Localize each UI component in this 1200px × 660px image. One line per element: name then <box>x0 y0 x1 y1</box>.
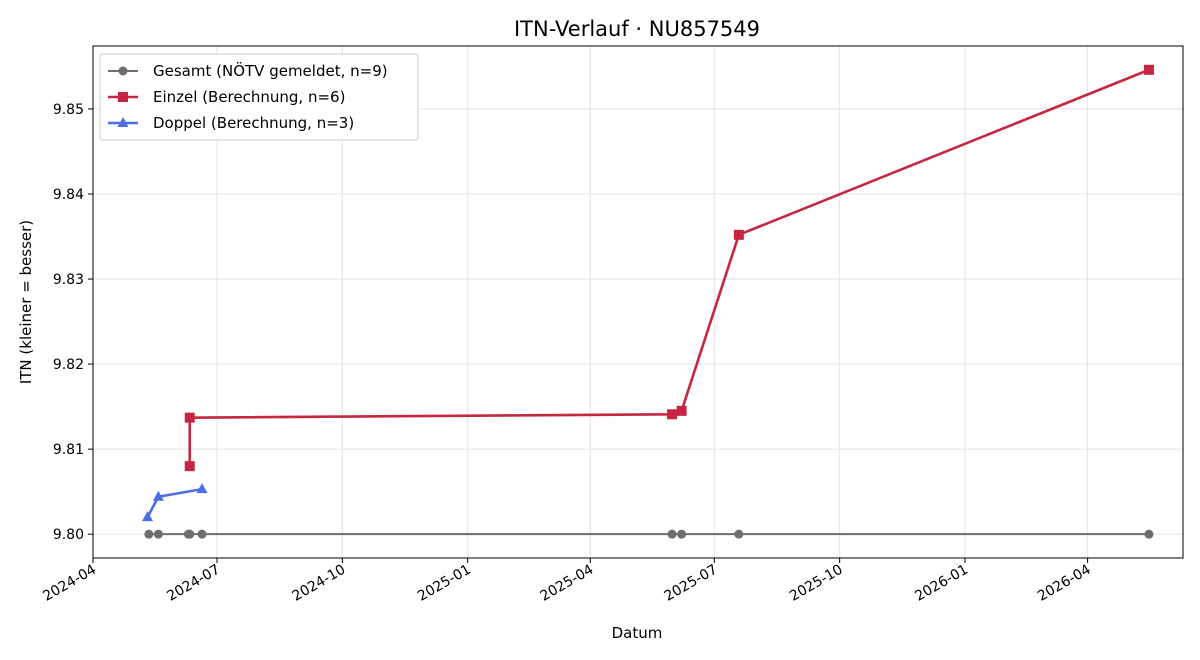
data-point <box>197 529 207 539</box>
legend-label: Gesamt (NÖTV gemeldet, n=9) <box>153 61 388 80</box>
data-point <box>1144 529 1154 539</box>
data-point <box>667 529 677 539</box>
y-tick-label: 9.81 <box>53 442 84 458</box>
series-triangle <box>142 483 208 522</box>
data-point <box>733 229 744 240</box>
legend-label: Doppel (Berechnung, n=3) <box>153 114 354 132</box>
legend: Gesamt (NÖTV gemeldet, n=9) Einzel (Berec… <box>99 53 419 141</box>
chart-title: ITN-Verlauf · NU857549 <box>514 17 760 41</box>
y-tick-label: 9.83 <box>53 272 84 288</box>
data-point <box>184 412 195 423</box>
data-point <box>144 529 154 539</box>
y-tick-label: 9.85 <box>53 102 84 118</box>
data-point <box>734 529 744 539</box>
data-point <box>185 529 195 539</box>
data-point <box>196 483 208 494</box>
data-point <box>153 529 163 539</box>
plot-frame <box>92 45 1184 559</box>
data-point <box>676 405 687 416</box>
y-tick-label: 9.84 <box>53 187 84 203</box>
series-circle <box>144 529 1154 539</box>
series-square <box>184 64 1154 472</box>
legend-marker <box>117 117 129 127</box>
legend-marker <box>118 66 128 76</box>
y-axis-label: ITN (kleiner = besser) <box>17 220 35 384</box>
data-point <box>667 409 678 420</box>
data-point <box>142 511 153 522</box>
x-axis-label: Datum <box>612 624 663 642</box>
legend-label: Einzel (Berechnung, n=6) <box>153 88 345 106</box>
legend-marker <box>118 92 128 102</box>
data-point <box>1143 64 1154 75</box>
y-tick-label: 9.82 <box>53 357 84 373</box>
legend-box <box>99 53 419 141</box>
y-tick-label: 9.80 <box>53 527 84 543</box>
data-point <box>677 529 687 539</box>
data-point <box>184 461 195 472</box>
plot-series <box>142 64 1154 539</box>
data-point <box>152 490 164 501</box>
